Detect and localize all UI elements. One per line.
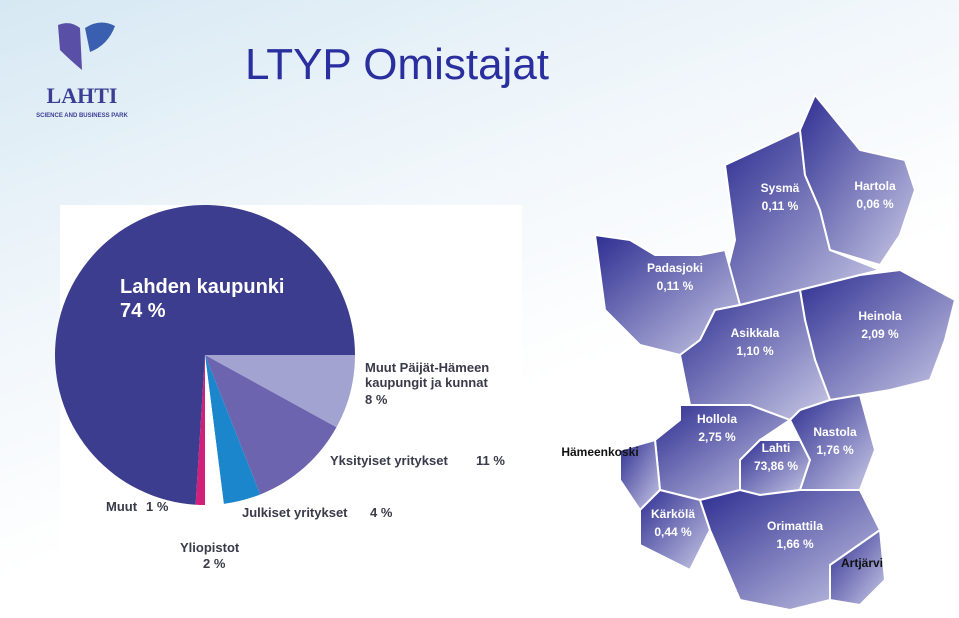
- region-share: 2,09 %: [861, 327, 899, 341]
- region-name: Hartola: [854, 179, 896, 193]
- region-name: Hollola: [697, 412, 737, 426]
- slice-value-label: 2 %: [203, 556, 226, 571]
- region-name: Kärkölä: [651, 507, 695, 521]
- title: LTYP Omistajat: [245, 40, 550, 89]
- map-region: [788, 393, 877, 491]
- pie-slice: [195, 355, 205, 505]
- slice-value-label: 4 %: [370, 505, 393, 520]
- region-share: 0,11 %: [657, 279, 694, 293]
- pie: [55, 205, 356, 505]
- region-share: 0,06 %: [856, 197, 894, 211]
- region-name: Nastola: [813, 425, 857, 439]
- slice-label: Yliopistot: [180, 540, 240, 555]
- region-name: Lahti: [762, 441, 791, 455]
- slice-label: Muut Päijät-Hämeen kaupungit ja kunnat: [365, 360, 490, 390]
- region-name: Sysmä: [761, 181, 800, 195]
- region-name: Hämeenkoski: [561, 445, 638, 459]
- region-name: Padasjoki: [647, 261, 703, 275]
- region-share: 0,11 %: [762, 199, 799, 213]
- slice-label: Lahden kaupunki: [120, 276, 285, 298]
- region-name: Heinola: [858, 309, 902, 323]
- region-name: Artjärvi: [841, 556, 883, 570]
- map-region: [829, 528, 887, 607]
- region-share: 0,44 %: [654, 525, 692, 539]
- map: Sysmä 0,11 % Hartola 0,06 % Padasjoki 0,11 % H…: [561, 93, 957, 612]
- logo: LAHTI SCIENCE AND BUSINESS PARK: [36, 22, 129, 119]
- slice-label: Muut: [106, 499, 138, 514]
- slice-label: Julkiset yritykset: [242, 505, 348, 520]
- logo-tagline: SCIENCE AND BUSINESS PARK: [36, 113, 128, 119]
- slice-value-label: 74 %: [120, 300, 166, 322]
- pie-slice: [205, 355, 224, 505]
- pie-slice: [205, 355, 337, 495]
- region-share: 2,75 %: [698, 430, 736, 444]
- slice-value-label: 11 %: [476, 453, 505, 468]
- region-share: 1,10 %: [736, 344, 774, 358]
- pie-slice: [55, 205, 356, 505]
- map-region: [798, 93, 917, 267]
- slice-label: Yksityiset yritykset: [330, 453, 448, 468]
- slice-value-label: 1 %: [146, 499, 169, 514]
- region-share: 1,76 %: [816, 443, 854, 457]
- pie-slice: [205, 355, 355, 428]
- slice-value-label: 8 %: [365, 392, 388, 407]
- pie-slice: [205, 355, 261, 504]
- region-name: Asikkala: [731, 326, 780, 340]
- logo-name: LAHTI: [47, 83, 118, 108]
- region-share: 1,66 %: [776, 537, 814, 551]
- region-name: Orimattila: [767, 519, 823, 533]
- region-share: 73,86 %: [754, 459, 798, 473]
